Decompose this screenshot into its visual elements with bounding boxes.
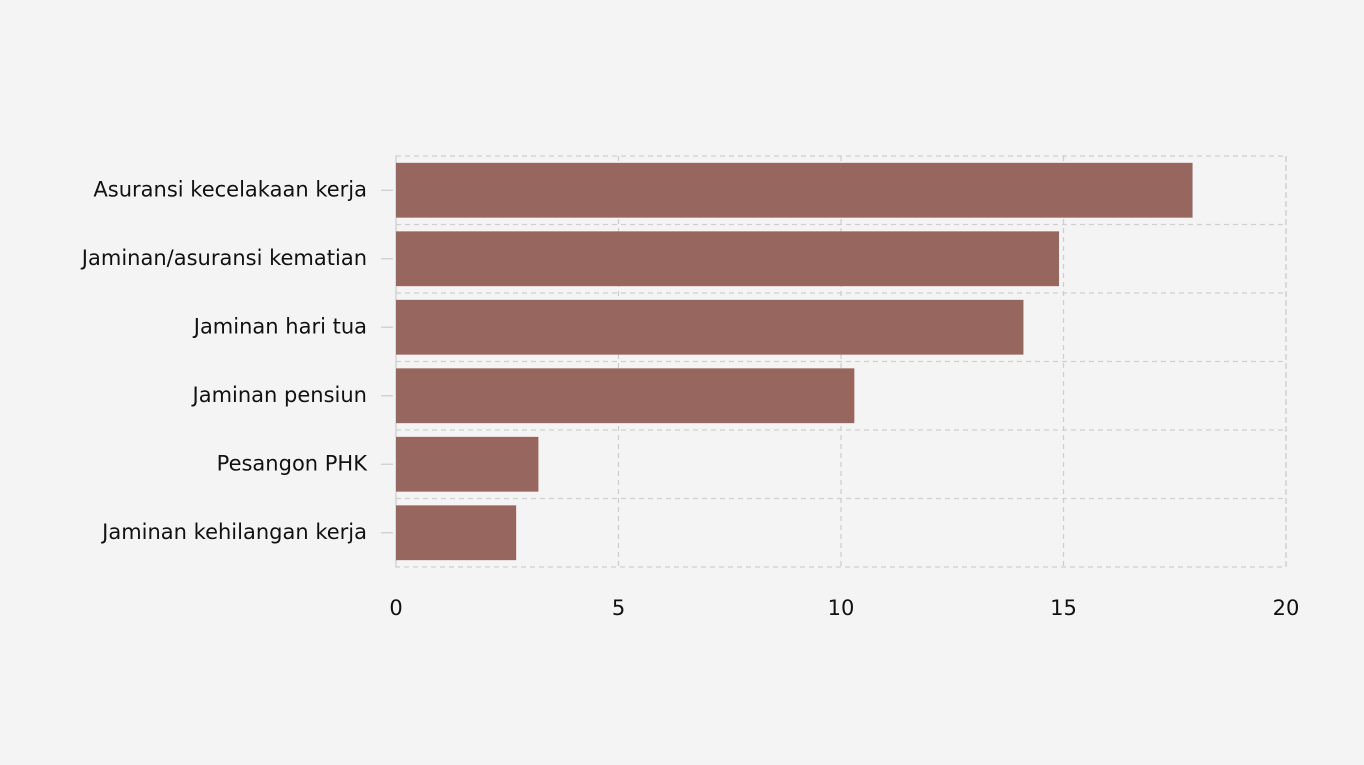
x-tick-label: 5 [612,596,625,620]
bar [396,162,1193,218]
bar [396,436,539,492]
y-tick-label: Jaminan pensiun [191,383,367,407]
y-tick-label: Jaminan hari tua [192,314,367,338]
y-tick-label: Jaminan kehilangan kerja [100,520,367,544]
x-tick-label: 0 [389,596,402,620]
y-tick-label: Asuransi kecelakaan kerja [93,177,367,201]
bar [396,231,1060,287]
bar [396,505,517,561]
bar [396,368,855,424]
y-tick-label: Jaminan/asuransi kematian [80,246,367,270]
y-tick-label: Pesangon PHK [217,451,369,475]
bar [396,299,1024,355]
x-tick-label: 20 [1273,596,1300,620]
x-tick-label: 15 [1050,596,1077,620]
x-tick-label: 10 [828,596,855,620]
